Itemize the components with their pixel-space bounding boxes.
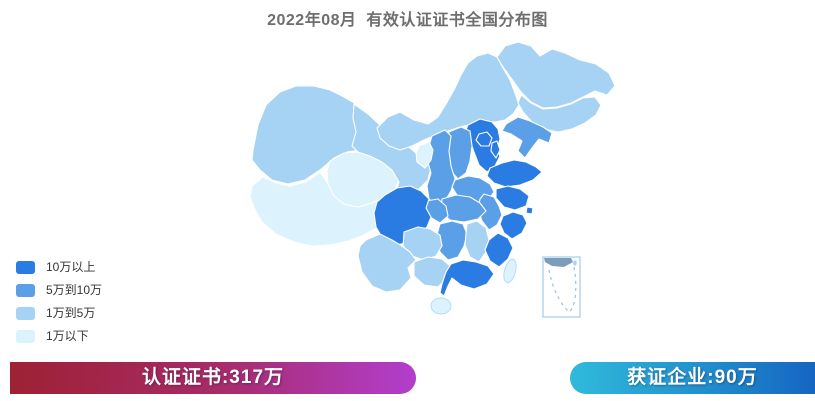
province-liaoning[interactable] bbox=[501, 116, 553, 159]
legend-swatch-over-100k bbox=[16, 261, 35, 274]
province-jilin[interactable] bbox=[517, 94, 602, 133]
province-jiangsu[interactable] bbox=[495, 185, 530, 211]
province-hainan[interactable] bbox=[430, 297, 452, 315]
legend-label: 1万到5万 bbox=[46, 306, 96, 320]
legend-swatch-under-10k bbox=[16, 330, 35, 343]
legend-item-50k-100k[interactable]: 5万到10万 bbox=[16, 284, 102, 297]
legend-label: 1万以下 bbox=[46, 329, 89, 343]
province-heilongjiang[interactable] bbox=[496, 41, 616, 109]
inset-dash-line-left bbox=[548, 269, 569, 312]
legend-item-under-10k[interactable]: 1万以下 bbox=[16, 330, 102, 343]
province-guangdong[interactable] bbox=[439, 259, 495, 297]
inset-taiwan-dot bbox=[573, 260, 577, 266]
province-zhejiang[interactable] bbox=[499, 211, 528, 240]
province-shaanxi[interactable] bbox=[426, 129, 456, 207]
province-fujian[interactable] bbox=[484, 232, 514, 268]
province-yunnan[interactable] bbox=[357, 233, 417, 293]
china-choropleth-map bbox=[250, 41, 616, 318]
province-tianjin[interactable] bbox=[490, 140, 501, 159]
legend-label: 10万以上 bbox=[46, 260, 96, 274]
province-neimenggu[interactable] bbox=[376, 52, 520, 151]
legend-item-over-100k[interactable]: 10万以上 bbox=[16, 261, 102, 274]
inset-frame bbox=[542, 256, 581, 318]
inset-coast bbox=[544, 258, 573, 267]
map-legend: 10万以上 5万到10万 1万到5万 1万以下 bbox=[16, 261, 102, 353]
inset-dash-line-right bbox=[568, 266, 577, 314]
province-taiwan[interactable] bbox=[502, 258, 519, 284]
legend-swatch-10k-50k bbox=[16, 307, 35, 320]
legend-swatch-50k-100k bbox=[16, 284, 35, 297]
province-ningxia[interactable] bbox=[415, 141, 434, 169]
enterprises-total-pill: 获证企业:90万 bbox=[570, 362, 815, 394]
page-title: 2022年08月 有效认证证书全国分布图 bbox=[267, 12, 548, 29]
south-china-sea-inset bbox=[542, 256, 581, 318]
legend-label: 5万到10万 bbox=[46, 283, 103, 297]
province-shanghai[interactable] bbox=[525, 206, 534, 215]
province-shandong[interactable] bbox=[486, 159, 543, 188]
province-beijing[interactable] bbox=[475, 131, 493, 147]
province-jiangxi[interactable] bbox=[464, 220, 490, 263]
certificates-total-pill: 认证证书:317万 bbox=[10, 362, 416, 394]
legend-item-10k-50k[interactable]: 1万到5万 bbox=[16, 307, 102, 320]
